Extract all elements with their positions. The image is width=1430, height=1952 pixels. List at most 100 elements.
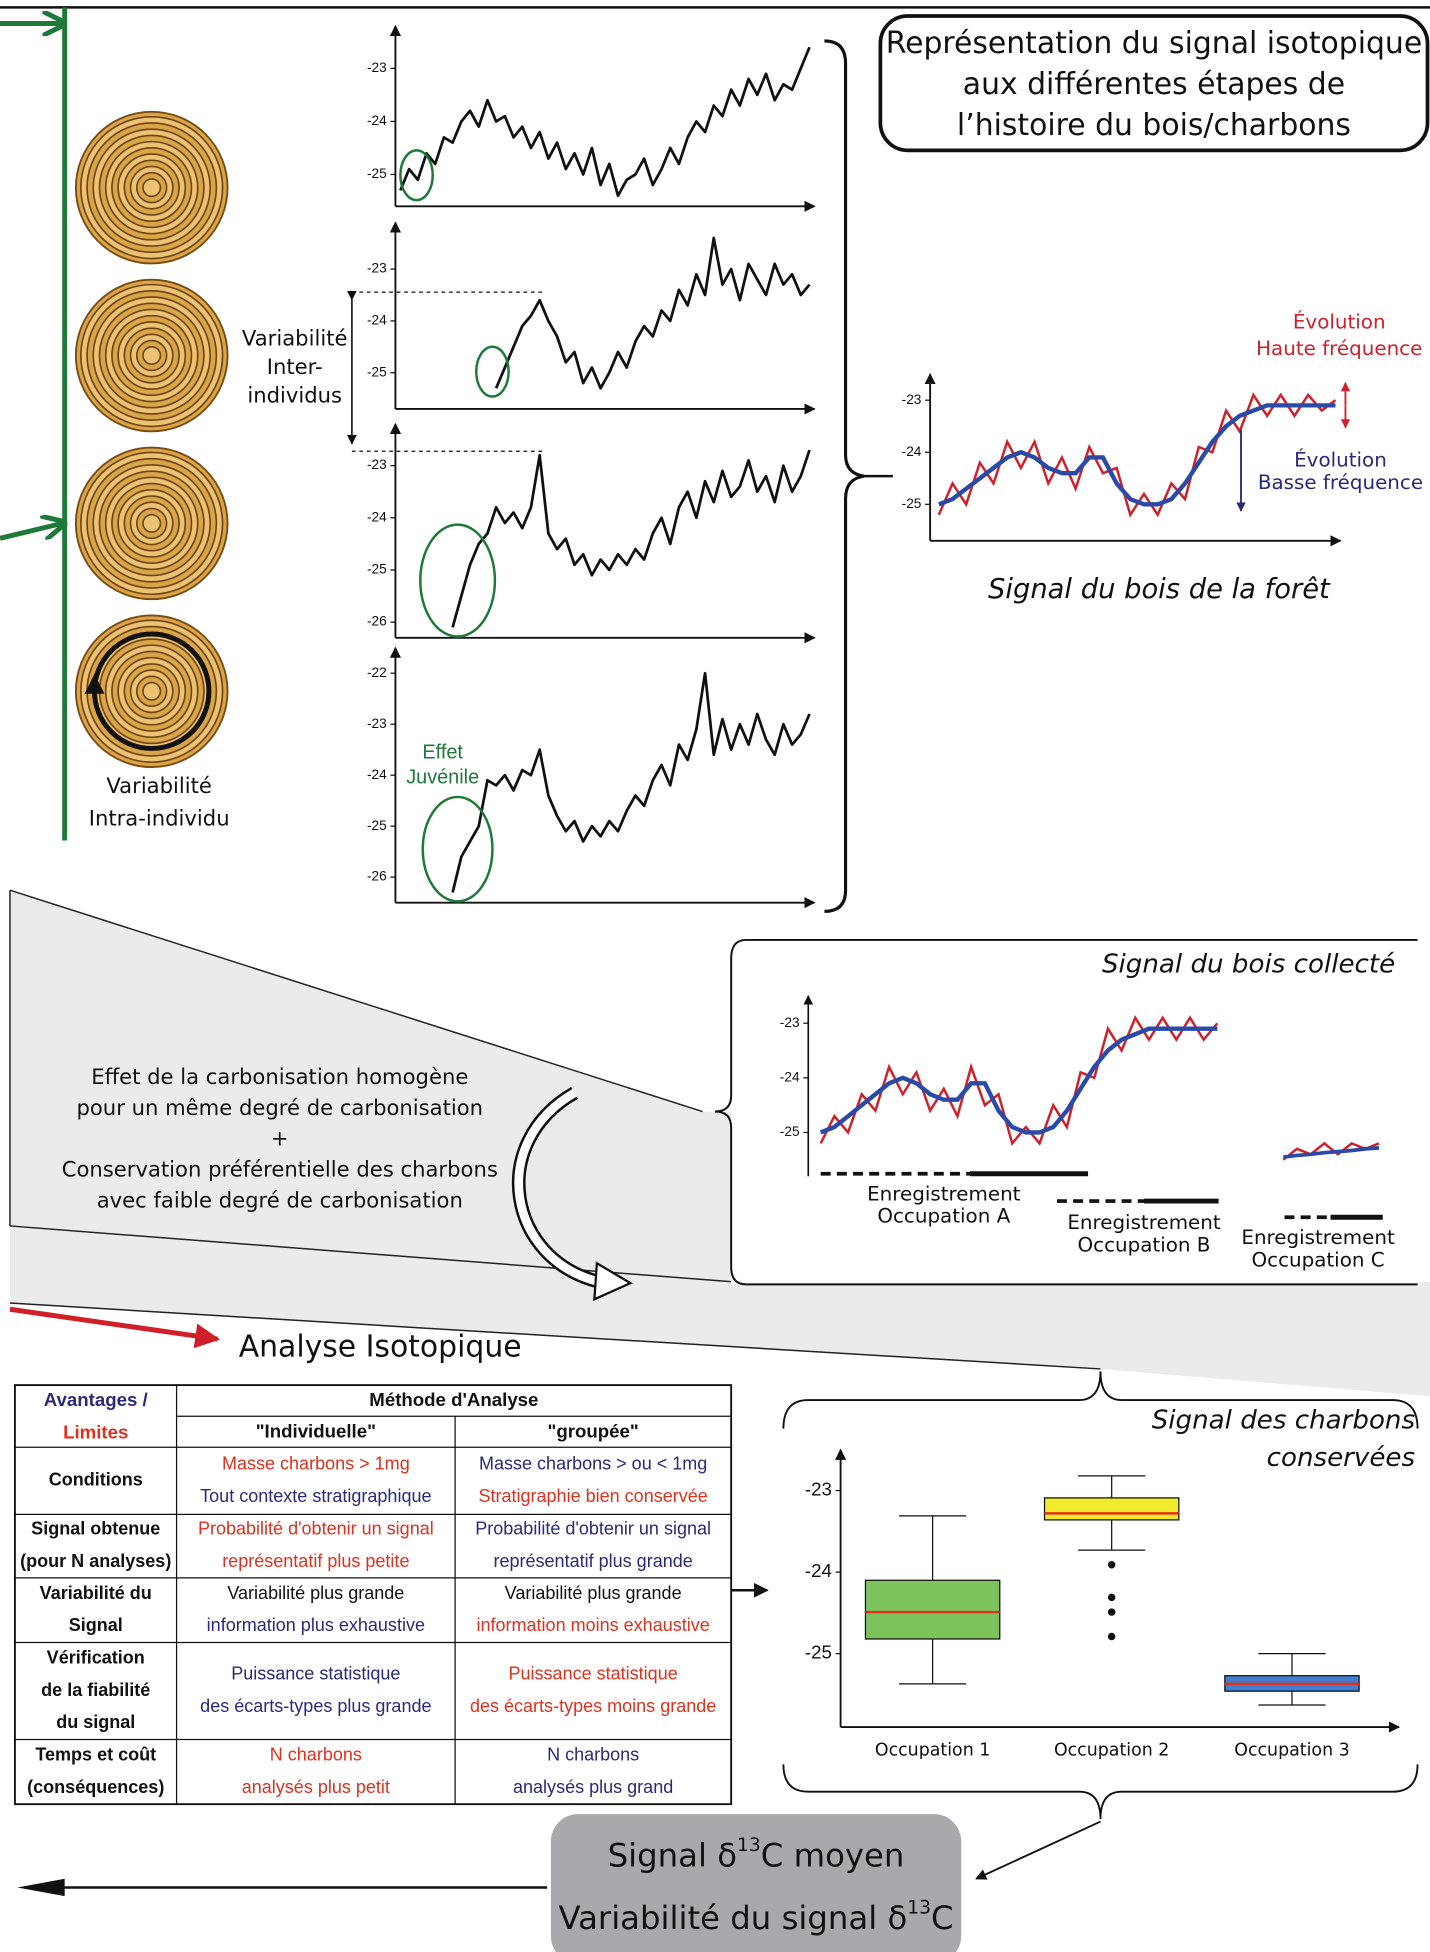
table-cell: des écarts-types plus grande [200, 1696, 431, 1716]
box [1043, 1497, 1180, 1521]
table-cell: (conséquences) [27, 1777, 164, 1797]
y-tick-label: -24 [367, 113, 387, 128]
low-frequency-line [819, 1026, 1218, 1135]
y-tick-label: -23 [805, 1478, 832, 1499]
juvenile-circle [419, 523, 497, 638]
high-frequency-label: Évolution [1293, 311, 1386, 334]
process-text: + [271, 1126, 289, 1151]
recording-label: Occupation C [1252, 1248, 1385, 1271]
process-text: Conservation préférentielle des charbons [62, 1156, 498, 1181]
forest-caption: Signal du bois de la forêt [988, 574, 1331, 605]
table-cell: N charbons [547, 1744, 639, 1764]
y-tick-label: -25 [780, 1124, 800, 1139]
result-text-part: Signal δ [608, 1837, 737, 1875]
curved-arrow-head [593, 1261, 633, 1302]
table-cell: Stratigraphie bien conservée [478, 1486, 707, 1506]
y-tick-label: -23 [367, 60, 387, 75]
collected-title: Signal du bois collecté [1102, 949, 1395, 979]
y-tick-label: -25 [805, 1642, 832, 1663]
outlier [1107, 1632, 1116, 1641]
table-cell: information moins exhaustive [476, 1615, 709, 1635]
signal-line [399, 46, 811, 198]
table-cell: analysés plus petit [242, 1777, 390, 1797]
y-tick-label: -25 [367, 364, 387, 379]
y-tick-label: -25 [367, 166, 387, 181]
table-cell: Masse charbons > ou < 1mg [479, 1453, 707, 1473]
brace [824, 39, 865, 913]
brace [782, 1764, 1419, 1820]
table-cell: Variabilité plus grande [227, 1583, 404, 1603]
x-tick-label: Occupation 3 [1234, 1741, 1349, 1761]
table-cell: du signal [56, 1712, 135, 1732]
table-frame [13, 1384, 733, 1806]
signal-line [494, 236, 811, 390]
juvenile-label: Juvénile [406, 767, 479, 789]
table-cell: Variabilité plus grande [505, 1583, 682, 1603]
table-cell: Conditions [49, 1470, 143, 1490]
juvenile-label: Effet [422, 742, 463, 764]
result-text-part: Variabilité du signal δ [558, 1899, 907, 1937]
outlier [1107, 1593, 1116, 1602]
y-tick-label: -25 [902, 496, 922, 511]
juvenile-circle [399, 149, 434, 202]
result-text: Variabilité du signal δ13C [558, 1897, 953, 1937]
table-group-header: Méthode d'Analyse [369, 1389, 538, 1410]
table-corner: Avantages / [44, 1389, 148, 1410]
tree-ring [142, 513, 162, 533]
y-tick-label: -24 [367, 509, 387, 524]
y-tick-label: -26 [367, 869, 387, 884]
output-arrow-head [17, 1878, 65, 1897]
y-tick-label: -25 [367, 562, 387, 577]
y-tick-label: -24 [367, 313, 387, 328]
tree-ring [142, 345, 162, 366]
intra-label: Variabilité [106, 773, 212, 798]
table-cell: Probabilité d'obtenir un signal [475, 1519, 711, 1539]
y-tick-label: -24 [805, 1560, 832, 1581]
table-cell: des écarts-types moins grande [470, 1696, 716, 1716]
table-cell: Temps et coût [35, 1744, 156, 1764]
y-tick-label: -23 [902, 392, 922, 407]
y-tick-label: -24 [780, 1069, 800, 1084]
y-tick-label: -25 [367, 818, 387, 833]
result-text-part: 13 [737, 1835, 761, 1856]
x-tick-label: Occupation 2 [1054, 1741, 1169, 1761]
y-tick-label: -26 [367, 614, 387, 629]
curved-arrow [514, 1089, 601, 1287]
table-cell: Probabilité d'obtenir un signal [198, 1519, 434, 1539]
juvenile-circle [475, 345, 510, 398]
low-frequency-label: Basse fréquence [1258, 471, 1423, 494]
process-band [9, 890, 1430, 1397]
low-frequency-line [938, 403, 1336, 507]
recording-label: Occupation B [1078, 1233, 1211, 1256]
result-box [550, 1814, 962, 1952]
high-frequency-label: Haute fréquence [1256, 337, 1422, 360]
y-tick-label: -23 [367, 261, 387, 276]
time-arrow [0, 523, 62, 541]
process-text: pour un même degré de carbonisation [76, 1095, 483, 1120]
table-cell: Puissance statistique [231, 1664, 400, 1684]
brace [782, 1371, 1419, 1429]
table-cell: (pour N analyses) [20, 1551, 171, 1571]
y-tick-label: -23 [367, 457, 387, 472]
table-cell: de la fiabilité [41, 1680, 150, 1700]
boxplot-title: conservées [1267, 1443, 1416, 1473]
tree-ring [142, 681, 162, 701]
table-cell: Tout contexte stratigraphique [200, 1486, 431, 1506]
recording-label: Enregistrement [1067, 1211, 1221, 1234]
table-cell: Variabilité du [40, 1583, 152, 1603]
content: Représentation du signal isotopique aux d… [13, 24, 1423, 1937]
y-tick-label: -23 [367, 716, 387, 731]
table-cell: Vérification [47, 1647, 145, 1667]
result-text-part: C [931, 1899, 954, 1937]
title-line: Représentation du signal isotopique [886, 26, 1422, 61]
low-frequency-label: Évolution [1294, 449, 1387, 472]
table-corner: Limites [63, 1422, 128, 1443]
process-text: Effet de la carbonisation homogène [91, 1064, 468, 1089]
title-line: aux différentes étapes de [963, 67, 1345, 102]
inter-label: individus [247, 383, 342, 408]
process-text: avec faible degré de carbonisation [97, 1187, 463, 1212]
outlier [1107, 1608, 1116, 1616]
signal-line [451, 449, 811, 628]
table-cell: N charbons [270, 1744, 362, 1764]
